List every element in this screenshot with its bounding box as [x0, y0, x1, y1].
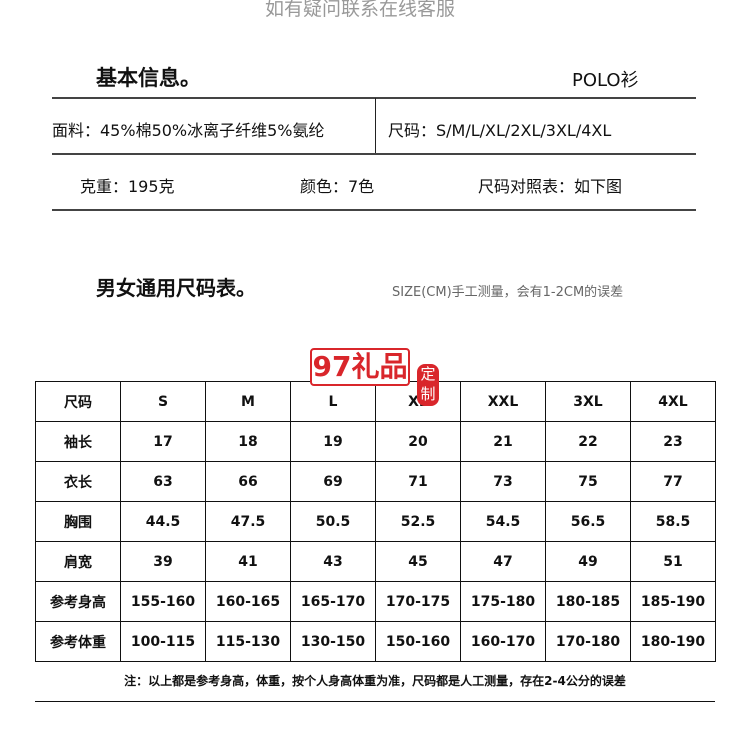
table-cell: 22 — [545, 421, 631, 462]
fabric-info: 面料：45%棉50%冰离子纤维5%氨纶 — [52, 121, 325, 140]
row-label: 袖长 — [35, 421, 121, 462]
table-cell: 52.5 — [375, 501, 461, 542]
table-row: 参考体重 100-115 115-130 130-150 150-160 160-170 1… — [35, 621, 716, 662]
table-cell: 50.5 — [290, 501, 376, 542]
table-cell: 130-150 — [290, 621, 376, 662]
row-label: 肩宽 — [35, 541, 121, 582]
table-cell: 115-130 — [205, 621, 291, 662]
table-cell: S — [120, 381, 206, 422]
table-cell: 56.5 — [545, 501, 631, 542]
table-cell: 100-115 — [120, 621, 206, 662]
size-table: 尺码SMLXLXXL3XL4XL袖长17181920212223衣长636669… — [35, 381, 716, 662]
table-row: 肩宽 39 41 43 45 47 49 51 — [35, 541, 716, 582]
table-cell: L — [290, 381, 376, 422]
table-row: 参考身高 155-160 160-165 165-170 170-175 175-180 1… — [35, 581, 716, 622]
row-label: 尺码 — [35, 381, 121, 422]
table-cell: 20 — [375, 421, 461, 462]
product-type: POLO衫 — [572, 70, 639, 91]
basic-info-title: 基本信息。 — [96, 66, 201, 90]
table-cell: 66 — [205, 461, 291, 502]
table-cell: XXL — [460, 381, 546, 422]
watermark-logo: 97礼品 — [310, 348, 410, 386]
table-cell: 160-170 — [460, 621, 546, 662]
table-header-row: 尺码SMLXLXXL3XL4XL — [35, 381, 716, 422]
table-row: 衣长 63 66 69 71 73 75 77 — [35, 461, 716, 502]
table-cell: 180-185 — [545, 581, 631, 622]
size-table-title: 男女通用尺码表。 — [96, 276, 256, 300]
table-cell: 77 — [630, 461, 716, 502]
table-cell: 170-175 — [375, 581, 461, 622]
table-cell: 150-160 — [375, 621, 461, 662]
table-cell: 75 — [545, 461, 631, 502]
table-cell: 49 — [545, 541, 631, 582]
table-cell: 43 — [290, 541, 376, 582]
table-cell: 17 — [120, 421, 206, 462]
table-cell: 3XL — [545, 381, 631, 422]
table-cell: 165-170 — [290, 581, 376, 622]
table-cell: 54.5 — [460, 501, 546, 542]
table-cell: 4XL — [630, 381, 716, 422]
divider — [52, 153, 696, 155]
row-label: 参考体重 — [35, 621, 121, 662]
table-cell: 155-160 — [120, 581, 206, 622]
table-cell: 21 — [460, 421, 546, 462]
table-cell: 180-190 — [630, 621, 716, 662]
contact-service-text: 如有疑问联系在线客服 — [265, 0, 456, 20]
size-table-subtitle: SIZE(CM)手工测量，会有1-2CM的误差 — [392, 285, 624, 300]
table-row: 袖长 17 18 19 20 21 22 23 — [35, 421, 716, 462]
row-label: 胸围 — [35, 501, 121, 542]
weight-info: 克重：195克 — [80, 177, 175, 196]
table-cell: 69 — [290, 461, 376, 502]
table-cell: 170-180 — [545, 621, 631, 662]
table-cell: 18 — [205, 421, 291, 462]
divider — [52, 209, 696, 211]
table-cell: 41 — [205, 541, 291, 582]
watermark-seal: 定制 — [417, 364, 439, 406]
table-cell: 45 — [375, 541, 461, 582]
table-cell: 39 — [120, 541, 206, 582]
row-label: 衣长 — [35, 461, 121, 502]
size-note: 注：以上都是参考身高，体重，按个人身高体重为准，尺码都是人工测量，存在2-4公分… — [35, 661, 715, 702]
table-cell: 19 — [290, 421, 376, 462]
table-cell: M — [205, 381, 291, 422]
table-cell: 160-165 — [205, 581, 291, 622]
table-cell: 58.5 — [630, 501, 716, 542]
table-cell: 51 — [630, 541, 716, 582]
table-cell: 175-180 — [460, 581, 546, 622]
divider — [52, 97, 696, 99]
table-cell: 73 — [460, 461, 546, 502]
table-row: 胸围 44.5 47.5 50.5 52.5 54.5 56.5 58.5 — [35, 501, 716, 542]
table-cell: 47.5 — [205, 501, 291, 542]
row-label: 参考身高 — [35, 581, 121, 622]
table-cell: 44.5 — [120, 501, 206, 542]
size-chart-info: 尺码对照表：如下图 — [478, 177, 623, 196]
colors-info: 颜色：7色 — [300, 177, 375, 196]
table-cell: 47 — [460, 541, 546, 582]
divider — [375, 98, 376, 154]
table-cell: 63 — [120, 461, 206, 502]
table-cell: 185-190 — [630, 581, 716, 622]
table-cell: 23 — [630, 421, 716, 462]
table-cell: 71 — [375, 461, 461, 502]
sizes-info: 尺码：S/M/L/XL/2XL/3XL/4XL — [388, 121, 612, 140]
